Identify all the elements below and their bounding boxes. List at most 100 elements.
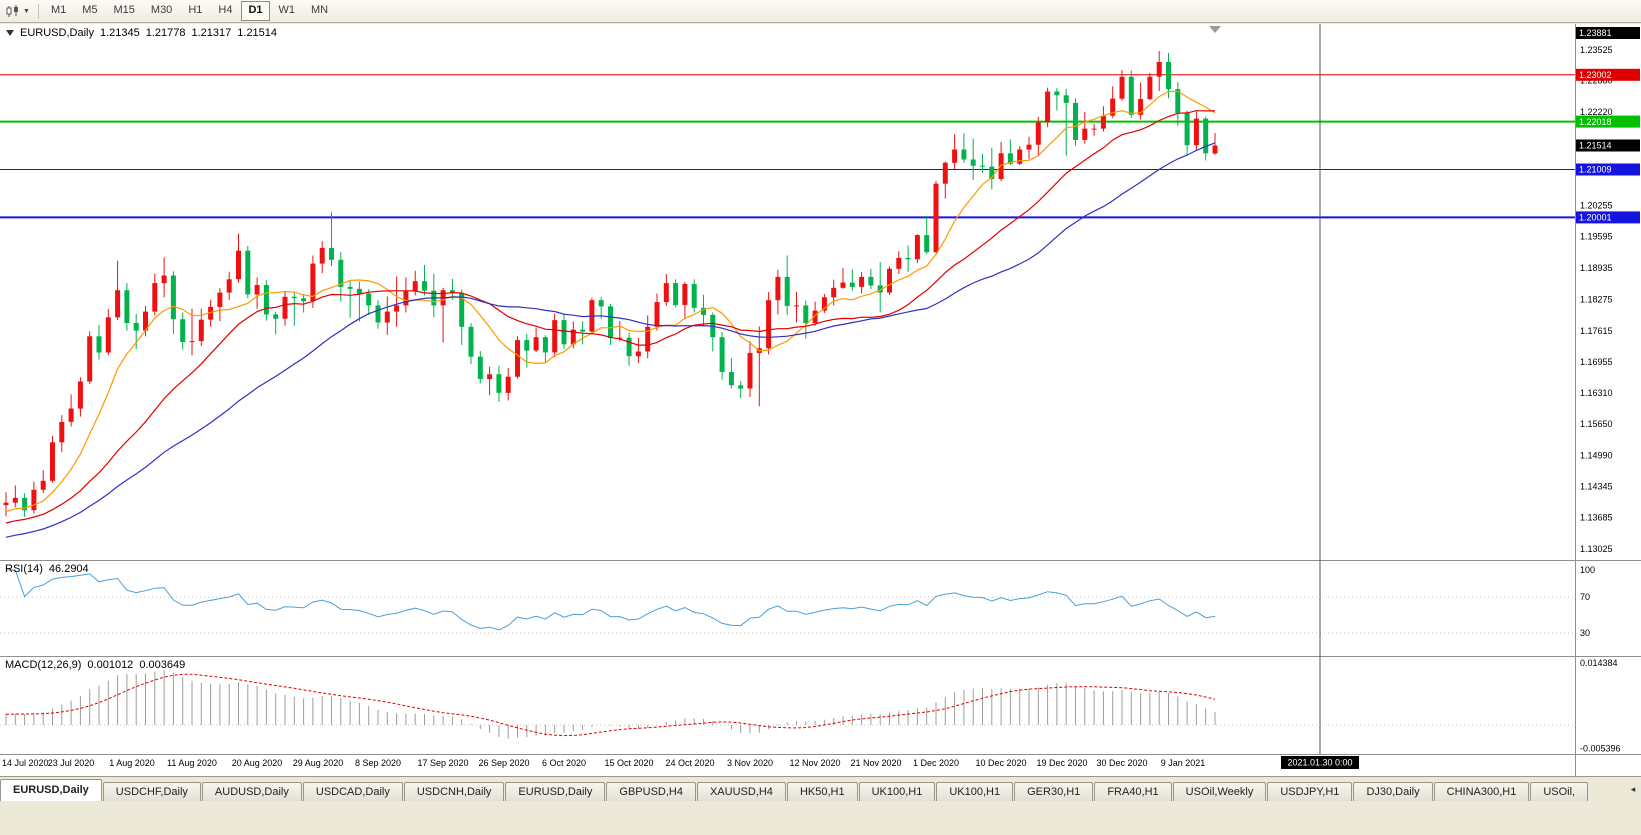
chart-tab-usdcnh-daily[interactable]: USDCNH,Daily: [403, 782, 505, 801]
chart-tab-usdcad-daily[interactable]: USDCAD,Daily: [302, 782, 403, 801]
svg-text:70: 70: [1580, 592, 1590, 602]
timeframe-button-d1[interactable]: D1: [241, 1, 270, 21]
chart-tab-xauusd-h4[interactable]: XAUUSD,H4: [696, 782, 786, 801]
level-price-badge: 1.23002: [1576, 68, 1640, 81]
timeframe-button-group: M1 M5 M15 M30 H1 H4 D1 W1 MN: [43, 1, 336, 21]
horizontal-level-lines[interactable]: [0, 74, 1575, 219]
timeframe-button-h4[interactable]: H4: [218, 4, 233, 16]
svg-text:19 Dec 2020: 19 Dec 2020: [1036, 758, 1087, 768]
chart-tab-hk50-h1[interactable]: HK50,H1: [786, 782, 858, 801]
toolbar: ▼ M1 M5 M15 M30 H1 H4 D1 W1 MN: [0, 0, 1641, 23]
chart-tab-eurusd-daily[interactable]: EURUSD,Daily: [0, 779, 102, 801]
chart-tab-fra40-h1[interactable]: FRA40,H1: [1094, 782, 1172, 801]
macd-axis-labels: 0.014384 -0.005396: [1580, 658, 1621, 753]
ma-line-35: [5, 142, 1216, 538]
candlestick-series: [3, 51, 1218, 517]
svg-text:1.19595: 1.19595: [1580, 232, 1613, 242]
svg-text:23 Jul 2020: 23 Jul 2020: [48, 758, 95, 768]
ma-line-20: [5, 110, 1215, 524]
svg-text:6 Oct 2020: 6 Oct 2020: [542, 758, 586, 768]
crosshair-price-badge: 1.23881: [1576, 27, 1640, 39]
chart-tab-eurusd-daily[interactable]: EURUSD,Daily: [505, 782, 606, 801]
rsi-line: [6, 569, 1216, 631]
svg-text:1.23881: 1.23881: [1579, 28, 1612, 38]
rsi-guide-levels: [0, 596, 1575, 634]
timeframe-button-m15[interactable]: M15: [113, 4, 135, 16]
chart-tab-usdjpy-h1[interactable]: USDJPY,H1: [1267, 782, 1353, 801]
level-price-badge: 1.22018: [1576, 115, 1640, 128]
one-click-trading-icon[interactable]: [6, 30, 14, 36]
chart-tab-uk100-h1[interactable]: UK100,H1: [858, 782, 936, 801]
chart-background: [0, 24, 1641, 776]
macd-signal-line: [5, 673, 1216, 737]
svg-text:1.15650: 1.15650: [1580, 419, 1613, 429]
level-price-badge: 1.20001: [1576, 211, 1640, 224]
chart-tab-dj30-daily[interactable]: DJ30,Daily: [1353, 782, 1433, 801]
svg-text:11 Aug 2020: 11 Aug 2020: [167, 758, 217, 768]
crosshair-date-badge: 2021.01.30 0:00: [1281, 756, 1359, 769]
svg-text:1.18935: 1.18935: [1580, 263, 1613, 273]
svg-text:1.21514: 1.21514: [1579, 141, 1612, 151]
svg-text:24 Oct 2020: 24 Oct 2020: [665, 758, 714, 768]
svg-text:1.14345: 1.14345: [1580, 481, 1613, 491]
svg-text:10 Dec 2020: 10 Dec 2020: [975, 758, 1026, 768]
svg-text:14 Jul 2020: 14 Jul 2020: [2, 758, 49, 768]
svg-text:8 Sep 2020: 8 Sep 2020: [355, 758, 401, 768]
svg-text:1.18275: 1.18275: [1580, 295, 1613, 305]
svg-text:1.13685: 1.13685: [1580, 513, 1613, 523]
toolbar-separator: [37, 3, 39, 19]
rsi-axis-labels: 100 70 30: [1580, 565, 1595, 638]
candlestick-chart-icon[interactable]: [3, 4, 22, 19]
chart-tab-uk100-h1[interactable]: UK100,H1: [936, 782, 1014, 801]
chart-tab-usoil[interactable]: USOil,: [1530, 782, 1589, 801]
chart-canvas[interactable]: 1.235251.228801.222201.202551.195951.189…: [0, 24, 1641, 776]
svg-text:9 Jan 2021: 9 Jan 2021: [1161, 758, 1206, 768]
svg-text:1.23002: 1.23002: [1579, 70, 1612, 80]
chart-tab-usoil-weekly[interactable]: USOil,Weekly: [1172, 782, 1267, 801]
timeframe-button-m5[interactable]: M5: [82, 4, 98, 16]
tab-scroll-left-icon[interactable]: ◂: [1626, 782, 1640, 797]
svg-text:12 Nov 2020: 12 Nov 2020: [789, 758, 840, 768]
svg-text:20 Aug 2020: 20 Aug 2020: [232, 758, 283, 768]
panel-separators[interactable]: [0, 24, 1641, 776]
svg-text:1.17615: 1.17615: [1580, 326, 1613, 336]
svg-text:30 Dec 2020: 30 Dec 2020: [1096, 758, 1147, 768]
svg-text:1.16310: 1.16310: [1580, 388, 1613, 398]
chart-shift-marker[interactable]: [1209, 26, 1221, 33]
chart-tab-gbpusd-h4[interactable]: GBPUSD,H4: [606, 782, 696, 801]
svg-text:29 Aug 2020: 29 Aug 2020: [293, 758, 344, 768]
svg-text:1.20255: 1.20255: [1580, 200, 1613, 210]
svg-text:1 Aug 2020: 1 Aug 2020: [109, 758, 155, 768]
svg-text:21 Nov 2020: 21 Nov 2020: [850, 758, 901, 768]
timeframe-button-h1[interactable]: H1: [188, 4, 203, 16]
level-price-badge: 1.21009: [1576, 163, 1640, 176]
svg-text:15 Oct 2020: 15 Oct 2020: [604, 758, 653, 768]
current-price-badge: 1.21514: [1576, 139, 1640, 152]
svg-text:1.20001: 1.20001: [1579, 213, 1612, 223]
svg-text:17 Sep 2020: 17 Sep 2020: [417, 758, 468, 768]
timeframe-button-m1[interactable]: M1: [50, 4, 67, 16]
chart-tab-audusd-daily[interactable]: AUDUSD,Daily: [201, 782, 302, 801]
svg-text:1.22018: 1.22018: [1579, 117, 1612, 127]
chart-tab-china300-h1[interactable]: CHINA300,H1: [1433, 782, 1530, 801]
svg-text:30: 30: [1580, 628, 1590, 638]
chevron-down-icon[interactable]: ▼: [23, 7, 30, 15]
svg-text:-0.005396: -0.005396: [1580, 743, 1621, 753]
timeframe-button-mn[interactable]: MN: [311, 4, 329, 16]
svg-text:0.014384: 0.014384: [1580, 658, 1618, 668]
ma-line-8: [5, 90, 1216, 512]
chart-tab-usdchf-daily[interactable]: USDCHF,Daily: [102, 782, 201, 801]
svg-text:1.23525: 1.23525: [1580, 45, 1613, 55]
svg-text:100: 100: [1580, 565, 1595, 575]
candlestick-glyph: [6, 4, 18, 17]
timeframe-button-m30[interactable]: M30: [150, 4, 173, 16]
svg-text:3 Nov 2020: 3 Nov 2020: [727, 758, 773, 768]
chart-tab-bar: EURUSD,Daily USDCHF,Daily AUDUSD,Daily USDC…: [0, 776, 1641, 801]
time-axis-labels: 14 Jul 2020 23 Jul 2020 1 Aug 2020 11 Aug 2…: [2, 758, 1205, 768]
timeframe-button-w1[interactable]: W1: [278, 4, 296, 16]
svg-text:1.13025: 1.13025: [1580, 544, 1613, 554]
chart-tab-ger30-h1[interactable]: GER30,H1: [1014, 782, 1094, 801]
svg-text:2021.01.30 0:00: 2021.01.30 0:00: [1287, 758, 1352, 768]
svg-text:1.14990: 1.14990: [1580, 451, 1613, 461]
svg-text:1.16955: 1.16955: [1580, 357, 1613, 367]
